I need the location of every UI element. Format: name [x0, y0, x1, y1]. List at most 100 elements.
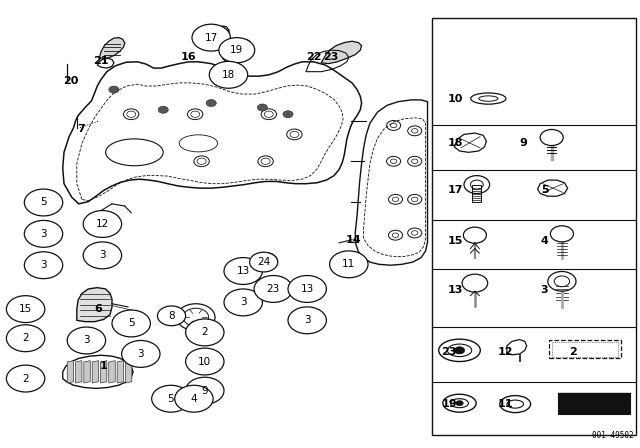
Circle shape — [24, 220, 63, 247]
Text: 3: 3 — [40, 260, 47, 270]
Circle shape — [157, 306, 186, 326]
Polygon shape — [77, 288, 112, 322]
Circle shape — [158, 106, 168, 113]
Circle shape — [122, 340, 160, 367]
Text: 11: 11 — [497, 399, 513, 409]
Text: 9: 9 — [202, 386, 208, 396]
Text: 8: 8 — [168, 311, 175, 321]
Circle shape — [454, 347, 465, 354]
Bar — [558, 393, 630, 414]
Polygon shape — [212, 26, 229, 41]
Circle shape — [109, 86, 119, 93]
Circle shape — [257, 104, 268, 111]
Text: 2: 2 — [22, 333, 29, 343]
Text: 3: 3 — [40, 229, 47, 239]
Text: 19: 19 — [442, 399, 457, 409]
Text: 15: 15 — [448, 236, 463, 246]
Polygon shape — [67, 361, 74, 383]
Polygon shape — [84, 361, 90, 383]
Circle shape — [83, 242, 122, 269]
Text: 11: 11 — [342, 259, 355, 269]
Circle shape — [192, 24, 230, 51]
Text: 13: 13 — [448, 285, 463, 295]
Circle shape — [67, 327, 106, 354]
Polygon shape — [117, 361, 124, 383]
Text: 23: 23 — [442, 347, 457, 357]
Text: 17: 17 — [205, 33, 218, 43]
Circle shape — [283, 111, 293, 118]
Circle shape — [288, 276, 326, 302]
Text: 14: 14 — [346, 235, 361, 245]
Text: 23: 23 — [323, 52, 339, 62]
Circle shape — [24, 189, 63, 216]
Circle shape — [186, 348, 224, 375]
Polygon shape — [99, 38, 125, 58]
Bar — [549, 340, 621, 358]
Circle shape — [112, 310, 150, 337]
Polygon shape — [125, 361, 132, 383]
Text: 5: 5 — [40, 198, 47, 207]
Text: 3: 3 — [99, 250, 106, 260]
Text: 19: 19 — [230, 45, 243, 55]
Circle shape — [456, 401, 463, 406]
Polygon shape — [321, 41, 362, 64]
Text: 24: 24 — [257, 257, 270, 267]
Text: 12: 12 — [497, 347, 513, 357]
Circle shape — [24, 252, 63, 279]
Text: 20: 20 — [63, 76, 78, 86]
Circle shape — [6, 325, 45, 352]
Text: 9: 9 — [520, 138, 527, 148]
Text: 23: 23 — [267, 284, 280, 294]
Text: 12: 12 — [96, 219, 109, 229]
Text: 13: 13 — [301, 284, 314, 294]
Polygon shape — [76, 361, 82, 383]
Circle shape — [209, 61, 248, 88]
Text: 5: 5 — [168, 394, 174, 404]
Text: 5: 5 — [128, 319, 134, 328]
Text: 21: 21 — [93, 56, 108, 66]
Circle shape — [206, 99, 216, 107]
Bar — [472, 185, 481, 202]
Circle shape — [219, 38, 255, 63]
Text: 3: 3 — [83, 336, 90, 345]
Polygon shape — [109, 361, 115, 383]
Text: 2: 2 — [570, 347, 577, 357]
Bar — [552, 342, 618, 357]
Text: 17: 17 — [448, 185, 463, 195]
Circle shape — [186, 377, 224, 404]
Polygon shape — [92, 361, 99, 383]
Circle shape — [224, 258, 262, 284]
Circle shape — [224, 289, 262, 316]
Text: 6: 6 — [95, 304, 102, 314]
Text: 10: 10 — [198, 357, 211, 366]
Circle shape — [186, 319, 224, 346]
Circle shape — [83, 211, 122, 237]
Text: 16: 16 — [181, 52, 196, 62]
Text: 2: 2 — [202, 327, 208, 337]
Text: 15: 15 — [19, 304, 32, 314]
Text: 3: 3 — [304, 315, 310, 325]
Text: 001 49502: 001 49502 — [592, 431, 634, 440]
Bar — [432, 18, 636, 435]
Text: 3: 3 — [541, 285, 548, 295]
Circle shape — [288, 307, 326, 334]
Text: 10: 10 — [448, 95, 463, 104]
Polygon shape — [100, 361, 107, 383]
Circle shape — [175, 385, 213, 412]
Text: 1: 1 — [99, 362, 107, 371]
Text: 7: 7 — [77, 124, 84, 134]
Circle shape — [250, 252, 278, 272]
Circle shape — [254, 276, 292, 302]
Text: 2: 2 — [22, 374, 29, 383]
Text: 4: 4 — [191, 394, 197, 404]
Circle shape — [152, 385, 190, 412]
Text: 22: 22 — [306, 52, 321, 62]
Circle shape — [330, 251, 368, 278]
Text: 3: 3 — [240, 297, 246, 307]
Text: 18: 18 — [222, 70, 235, 80]
Text: 4: 4 — [541, 236, 548, 246]
Text: 18: 18 — [448, 138, 463, 148]
Text: 13: 13 — [237, 266, 250, 276]
Text: 3: 3 — [138, 349, 144, 359]
Circle shape — [6, 365, 45, 392]
